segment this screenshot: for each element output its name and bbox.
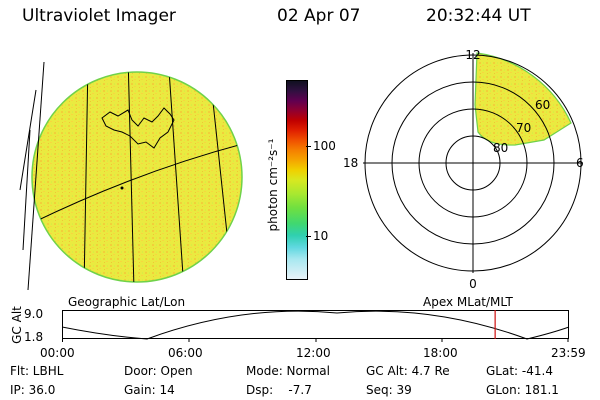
mlat-label-60: 60 <box>535 98 550 112</box>
mlt-label-0: 0 <box>469 277 477 290</box>
app-title: Ultraviolet Imager <box>22 6 176 26</box>
mlat-label-70: 70 <box>516 121 531 135</box>
status-seq: Seq: 39 <box>366 383 412 397</box>
altitude-tick-high: 9.0 <box>24 307 44 321</box>
subsatellite-point <box>120 186 124 190</box>
mlat-label-80: 80 <box>493 141 508 155</box>
colorbar-label-10: 10 <box>313 229 329 243</box>
geo-image-panel <box>19 61 243 290</box>
time-tick-marks <box>62 339 569 342</box>
altitude-axis-label: GC Alt <box>10 306 24 344</box>
status-filter: Flt: LBHL <box>10 364 64 378</box>
altitude-curve <box>62 310 570 340</box>
polar-grid <box>363 53 583 273</box>
header-date: 02 Apr 07 <box>277 6 361 26</box>
colorbar-tick-100 <box>306 146 311 147</box>
time-tick-0600: 06:00 <box>168 346 203 360</box>
colorbar-tick-10 <box>306 236 311 237</box>
status-glon: GLon: 181.1 <box>486 383 559 397</box>
coastline <box>101 107 175 149</box>
altitude-strip <box>62 310 570 342</box>
time-tick-0000: 00:00 <box>40 346 75 360</box>
colorbar-unit-label: photon cm⁻²s⁻¹ <box>266 138 280 232</box>
status-gc-alt: GC Alt: 4.7 Re <box>366 364 450 378</box>
mlt-label-6: 6 <box>576 156 584 170</box>
uv-disk <box>31 71 243 283</box>
altitude-tick-low: 1.8 <box>24 330 44 344</box>
status-ip: IP: 36.0 <box>10 383 56 397</box>
time-tick-1200: 12:00 <box>296 346 331 360</box>
status-dsp: Dsp: -7.7 <box>246 383 312 397</box>
colorbar-label-100: 100 <box>313 139 336 153</box>
colorbar <box>286 80 308 280</box>
geo-grid-outer <box>19 61 45 290</box>
mlt-label-18: 18 <box>343 156 358 170</box>
mlt-label-12: 12 <box>465 48 480 62</box>
header-time: 20:32:44 UT <box>426 6 531 26</box>
polar-panel: 12 18 6 0 60 70 80 <box>343 48 584 290</box>
status-gain: Gain: 14 <box>124 383 175 397</box>
status-mode: Mode: Normal <box>246 364 330 378</box>
status-glat: GLat: -41.4 <box>486 364 553 378</box>
time-tick-1800: 18:00 <box>423 346 458 360</box>
geo-caption: Geographic Lat/Lon <box>68 295 186 309</box>
status-door: Door: Open <box>124 364 193 378</box>
polar-caption: Apex MLat/MLT <box>423 295 513 309</box>
time-tick-2359: 23:59 <box>551 346 586 360</box>
